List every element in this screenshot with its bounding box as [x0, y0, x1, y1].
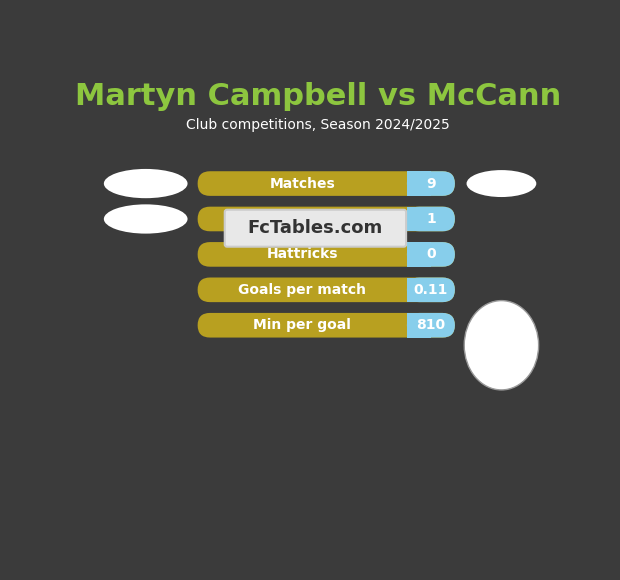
Ellipse shape	[104, 169, 187, 198]
Text: 9 february 2025: 9 february 2025	[262, 240, 374, 253]
FancyBboxPatch shape	[198, 277, 455, 302]
Text: Min per goal: Min per goal	[254, 318, 351, 332]
Text: 1: 1	[426, 212, 436, 226]
FancyBboxPatch shape	[224, 210, 406, 246]
Ellipse shape	[467, 170, 536, 197]
FancyBboxPatch shape	[407, 206, 431, 231]
FancyBboxPatch shape	[407, 171, 455, 196]
Text: Matches: Matches	[269, 176, 335, 191]
Text: 810: 810	[417, 318, 445, 332]
FancyBboxPatch shape	[198, 206, 455, 231]
Ellipse shape	[464, 300, 539, 390]
Text: Club competitions, Season 2024/2025: Club competitions, Season 2024/2025	[186, 118, 450, 132]
Text: Goals per match: Goals per match	[238, 283, 366, 297]
FancyBboxPatch shape	[407, 171, 431, 196]
Ellipse shape	[104, 204, 187, 234]
Text: Goals: Goals	[281, 212, 324, 226]
FancyBboxPatch shape	[407, 206, 455, 231]
Text: FcTables.com: FcTables.com	[248, 219, 383, 237]
Text: 9: 9	[426, 176, 436, 191]
FancyBboxPatch shape	[407, 242, 431, 267]
Text: Hattricks: Hattricks	[267, 248, 338, 262]
Text: 0: 0	[426, 248, 436, 262]
FancyBboxPatch shape	[407, 277, 455, 302]
FancyBboxPatch shape	[198, 171, 455, 196]
FancyBboxPatch shape	[407, 242, 455, 267]
FancyBboxPatch shape	[407, 313, 455, 338]
Text: 0.11: 0.11	[414, 283, 448, 297]
FancyBboxPatch shape	[198, 242, 455, 267]
Text: Martyn Campbell vs McCann: Martyn Campbell vs McCann	[74, 82, 561, 111]
FancyBboxPatch shape	[198, 313, 455, 338]
FancyBboxPatch shape	[407, 313, 431, 338]
FancyBboxPatch shape	[407, 277, 431, 302]
